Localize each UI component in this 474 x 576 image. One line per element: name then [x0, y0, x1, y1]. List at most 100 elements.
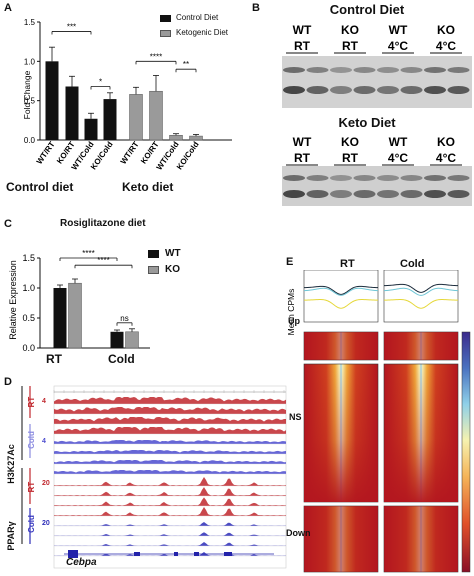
- track-h3k27ac-rt: [54, 407, 286, 414]
- lane-label-bottom: RT: [342, 151, 359, 165]
- row-label-up: Up: [288, 316, 300, 326]
- blot-band: [447, 86, 470, 94]
- panel-c-bar: [110, 331, 124, 348]
- panel-e-letter: E: [286, 256, 294, 268]
- blot-band: [377, 67, 399, 73]
- panel-a-bar: [84, 118, 98, 140]
- h3k27ac-label: H3K27Ac: [6, 444, 16, 484]
- panel-c-ylabel: Relative Expression: [8, 260, 18, 340]
- track-scale-label: 4: [42, 438, 46, 445]
- heatmap-fade: [384, 506, 458, 572]
- blot-band: [377, 175, 399, 181]
- panel-a-xtick-label: WT/RT: [119, 140, 141, 166]
- ppar-rt-label: RT: [27, 482, 36, 493]
- profile-curve: [303, 285, 379, 295]
- lane-label-top: WT: [293, 135, 312, 149]
- panel-c-bar: [53, 288, 67, 348]
- track-h3k27ac-cold: [54, 470, 286, 474]
- blot-band: [447, 190, 470, 198]
- blot-band: [400, 190, 423, 198]
- blot-band: [283, 190, 305, 198]
- legend-item-control-diet: Control Diet: [160, 12, 228, 24]
- lane-label-bottom: 4°C: [388, 151, 408, 165]
- panel-c-sig-label: ns: [120, 314, 128, 323]
- track-ppar-cold: [54, 522, 286, 526]
- panel-c-xlabel-rt: RT: [46, 352, 62, 366]
- legend-item-keto-diet: Ketogenic Diet: [160, 27, 228, 39]
- panel-c-ytick-label: 1.5: [22, 253, 35, 263]
- track-scale-label: 4: [42, 398, 46, 405]
- panel-a-bar: [45, 61, 59, 141]
- panel-a-bar: [149, 90, 163, 141]
- track-h3k27ac-rt: [54, 427, 286, 434]
- control-diet-title: Control Diet: [329, 2, 405, 17]
- lane-label-bottom: RT: [294, 151, 311, 165]
- panel-c-xlabel-cold: Cold: [108, 352, 135, 366]
- panel-a-sig-label: ***: [67, 22, 76, 31]
- panel-c-bar: [125, 331, 139, 349]
- panel-b-letter: B: [252, 2, 260, 14]
- group-label-keto-diet: Keto diet: [122, 180, 174, 194]
- blot-band: [330, 175, 352, 181]
- legend-label-keto: Ketogenic Diet: [176, 28, 229, 37]
- track-scale-label: 20: [42, 480, 50, 487]
- track-h3k27ac-rt: [54, 417, 286, 424]
- legend-swatch-wt: [148, 250, 159, 258]
- blot-band: [424, 190, 446, 198]
- track-ppar-rt: [54, 487, 286, 496]
- panel-a-ytick-label: 1.5: [24, 18, 36, 27]
- control-diet-blot: [282, 56, 472, 108]
- legend-swatch-ko: [148, 266, 159, 274]
- track-ppar-rt: [54, 477, 286, 486]
- row-label-ns: NS: [289, 412, 302, 422]
- track-ppar-rt: [54, 497, 286, 506]
- profile-curve: [383, 287, 459, 296]
- panel-a-ytick-label: 0.0: [24, 136, 36, 145]
- panel-c-ytick-label: 1.0: [22, 283, 35, 293]
- blot-band: [353, 86, 376, 94]
- panel-d-genome-tracks: 4 4 20 20 H3K27Ac PPARγ RT Cold RT Cold: [6, 385, 287, 569]
- heatmap-fade: [384, 364, 458, 502]
- blot-band: [400, 67, 423, 73]
- gene-label-cebpa: Cebpa: [66, 557, 97, 568]
- lane-label-top: KO: [437, 135, 455, 149]
- lane-label-bottom: 4°C: [436, 151, 456, 165]
- blot-band: [306, 67, 329, 73]
- panel-c-title: Rosiglitazone diet: [60, 218, 146, 229]
- profile-cold: [383, 270, 459, 323]
- legend-label-ko: KO: [165, 264, 180, 275]
- blot-band: [330, 67, 352, 73]
- track-scale-label: 20: [42, 520, 50, 527]
- profile-curve: [383, 283, 459, 293]
- panel-a-letter: A: [4, 2, 12, 14]
- panel-a-ytick-label: 1.0: [24, 57, 36, 66]
- lane-label-bottom: 4°C: [436, 39, 456, 53]
- panel-a-xtick-label: WT/RT: [35, 140, 57, 166]
- panel-c-letter: C: [4, 218, 12, 230]
- blot-band: [353, 190, 376, 198]
- panel-a-legend: Control Diet Ketogenic Diet: [160, 12, 228, 39]
- panel-a-bar: [169, 135, 183, 141]
- group-label-control-diet: Control diet: [6, 180, 74, 194]
- blot-band: [424, 86, 446, 94]
- profile-ylabel: Mean CPMs: [286, 289, 296, 336]
- blot-band: [424, 67, 446, 73]
- track-ppar-rt: [54, 507, 286, 516]
- track-h3k27ac-rt: [54, 397, 286, 404]
- lane-label-top: KO: [341, 135, 359, 149]
- legend-swatch-keto: [160, 29, 171, 37]
- track-frame: [53, 385, 287, 569]
- blot-band: [447, 175, 470, 181]
- panel-a-bar: [103, 99, 117, 140]
- track-ppar-cold: [54, 532, 286, 536]
- heatmap-fade: [304, 364, 378, 502]
- panel-a-bar: [189, 135, 203, 141]
- blot-band: [353, 67, 376, 73]
- blot-band: [353, 175, 376, 181]
- profile-curve: [303, 299, 379, 309]
- panel-c-sig-label: ****: [97, 256, 109, 265]
- track-ppar-cold: [54, 542, 286, 546]
- lane-label-top: WT: [389, 23, 408, 37]
- blot-band: [283, 86, 305, 94]
- blot-band: [377, 86, 399, 94]
